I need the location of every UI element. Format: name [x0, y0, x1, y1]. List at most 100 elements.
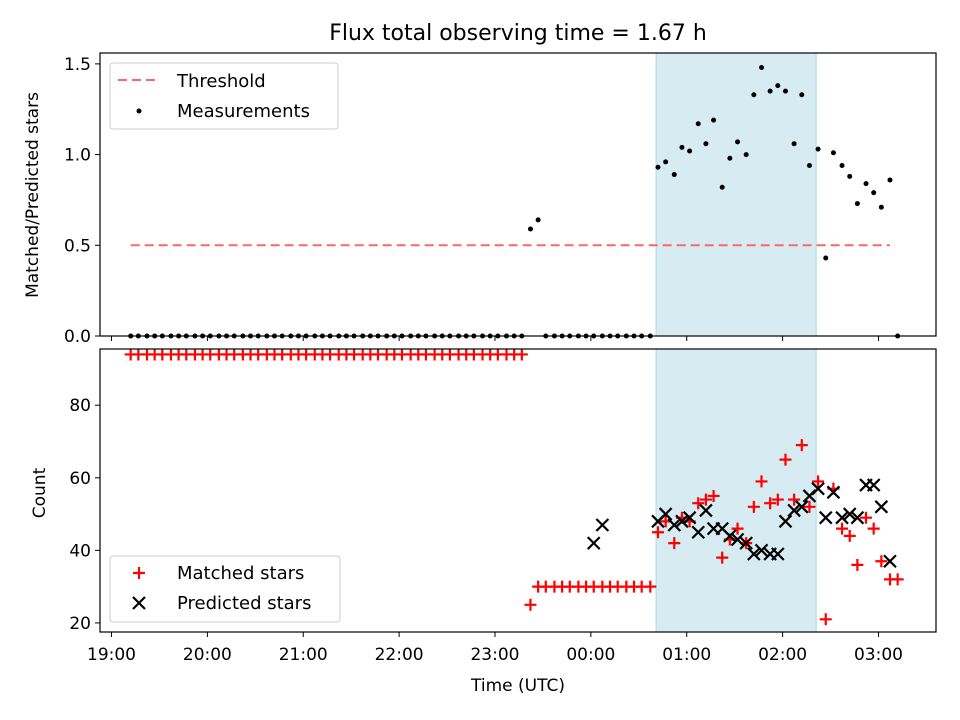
matched-star-point — [707, 489, 720, 502]
predicted-star-point — [874, 500, 889, 514]
matched-star-point — [716, 551, 729, 564]
matched-star-point — [699, 493, 712, 506]
matched-star-point — [851, 558, 864, 571]
matched-star-point — [644, 580, 657, 593]
measurement-point — [887, 177, 893, 183]
predicted-star-point — [778, 514, 793, 529]
predicted-legend-swatch — [132, 596, 146, 610]
matched-star-point — [524, 598, 537, 611]
matched-star-point — [731, 522, 744, 535]
predicted-star-point — [723, 529, 737, 543]
threshold-legend-label: Threshold — [176, 71, 266, 92]
bottom-panel: 20 40 60 80 19:00 20:00 21:00 22:00 23:00 00:00 0… — [30, 348, 937, 696]
x-tick-label: 22:00 — [375, 645, 424, 665]
measurement-point — [679, 144, 685, 150]
measurement-point — [655, 164, 661, 170]
top-x-ticks — [111, 336, 879, 341]
measurement-points — [128, 65, 901, 339]
matched-legend-swatch — [133, 567, 145, 579]
top-panel: 0.0 0.5 1.0 1.5 Matched/Predicted stars Thr… — [23, 52, 937, 347]
matched-star-point — [843, 529, 856, 542]
measurements-legend-label: Measurements — [177, 101, 310, 122]
predicted-star-point — [739, 536, 753, 550]
measurement-point — [671, 172, 677, 178]
matched-star-point — [803, 500, 816, 513]
predicted-star-point — [850, 510, 865, 525]
measurement-point — [719, 184, 725, 190]
matched-star-points — [124, 348, 904, 626]
top-y-tick-label: 0.0 — [64, 327, 91, 347]
measurement-point — [759, 65, 765, 71]
measurement-point — [727, 155, 733, 161]
predicted-star-point — [667, 518, 682, 532]
matched-star-point — [860, 511, 873, 524]
predicted-star-point — [682, 510, 697, 525]
measurement-point — [863, 181, 869, 187]
measurement-point — [806, 162, 812, 168]
matched-star-point — [755, 475, 768, 488]
matched-star-point — [764, 497, 777, 510]
bottom-y-tick-label: 20 — [69, 614, 91, 634]
x-tick-label: 03:00 — [854, 645, 903, 665]
measurement-point — [687, 148, 693, 154]
predicted-star-point — [866, 478, 881, 492]
x-tick-label: 21:00 — [279, 645, 328, 665]
matched-star-point — [515, 348, 528, 361]
measurement-point — [527, 226, 533, 232]
bottom-legend: Matched stars Predicted stars — [109, 555, 341, 623]
top-y-tick-label: 1.0 — [64, 146, 91, 166]
measurement-point — [535, 217, 541, 223]
measurement-point — [735, 139, 741, 145]
top-y-tick-label: 1.5 — [64, 55, 91, 75]
predicted-star-points — [586, 478, 897, 569]
x-axis-label: Time (UTC) — [470, 676, 565, 696]
predicted-star-point — [699, 503, 713, 518]
predicted-star-point — [771, 547, 785, 561]
top-axes-frame — [99, 52, 937, 337]
matched-star-point — [747, 500, 760, 513]
measurement-point — [663, 159, 669, 165]
matched-star-point — [788, 493, 801, 506]
x-tick-label: 19:00 — [87, 645, 136, 665]
measurement-point — [767, 88, 773, 94]
measurement-point — [751, 92, 757, 98]
matched-star-point — [692, 497, 705, 510]
bottom-y-tick-label: 80 — [69, 396, 91, 416]
bottom-legend-box — [109, 555, 341, 623]
predicted-star-point — [787, 503, 801, 518]
bottom-y-tick-label: 40 — [69, 541, 91, 561]
predicted-star-point — [826, 485, 841, 500]
measurement-point — [854, 201, 860, 207]
matched-star-point — [891, 573, 904, 586]
predicted-star-point — [730, 532, 745, 547]
predicted-star-point — [754, 543, 769, 558]
matched-legend-label: Matched stars — [177, 563, 304, 584]
top-shaded-region — [655, 52, 817, 337]
predicted-star-point — [691, 525, 706, 540]
predicted-star-point — [595, 518, 610, 532]
measurement-point — [711, 117, 717, 123]
matched-star-point — [668, 537, 681, 550]
matched-star-point — [836, 522, 849, 535]
measurement-point — [815, 146, 821, 152]
measurement-point — [830, 150, 836, 156]
bottom-shaded-region — [655, 348, 817, 633]
top-y-axis: 0.0 0.5 1.0 1.5 — [64, 55, 100, 347]
bottom-axes-frame — [99, 348, 937, 633]
top-y-tick-label: 0.5 — [64, 236, 91, 256]
predicted-star-point — [883, 554, 897, 569]
bottom-y-axis: 20 40 60 80 — [69, 396, 100, 634]
bottom-y-axis-label: Count — [30, 467, 50, 518]
predicted-star-point — [811, 481, 825, 496]
predicted-star-point — [658, 507, 673, 521]
matched-star-point — [875, 555, 888, 568]
measurement-point — [743, 152, 749, 158]
measurement-point — [839, 162, 845, 168]
measurement-point — [791, 141, 797, 147]
x-tick-label: 20:00 — [183, 645, 232, 665]
measurement-point — [782, 88, 788, 94]
measurement-point — [871, 190, 877, 196]
measurement-point — [847, 173, 853, 179]
predicted-star-point — [795, 500, 809, 514]
